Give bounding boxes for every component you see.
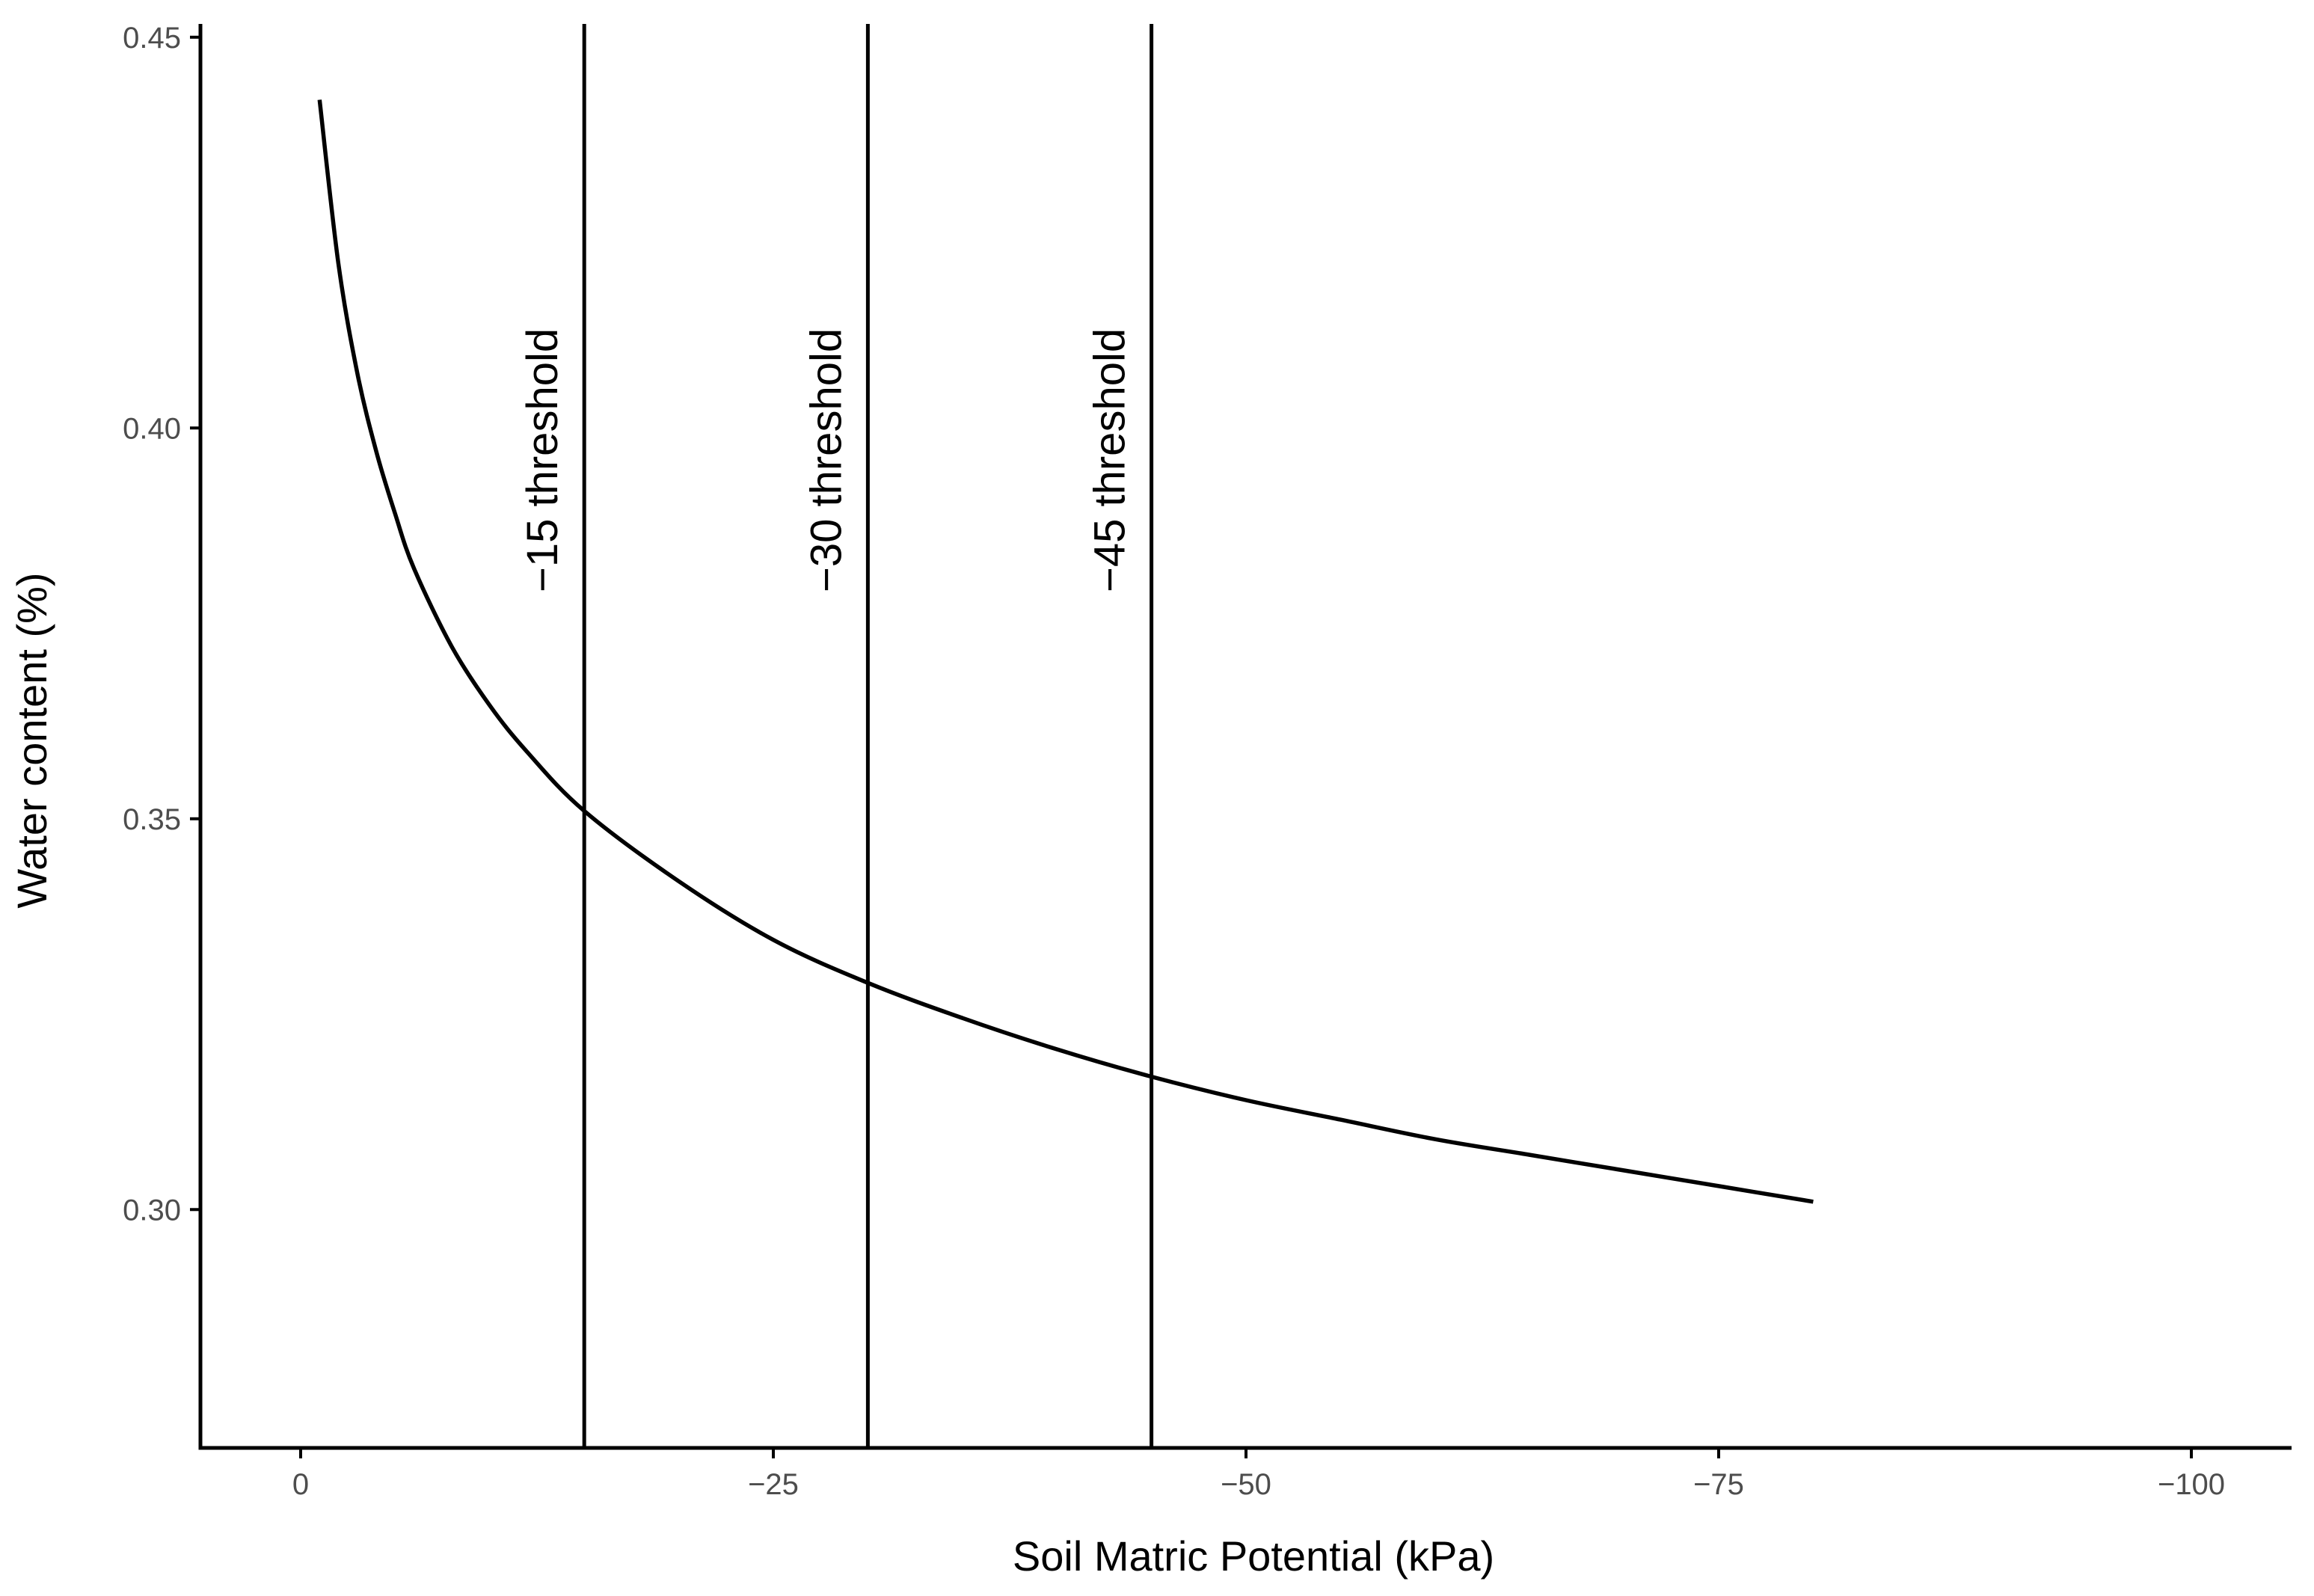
axes: 0 −25 −50 −75 −100 0.30 0.35 0.40 0.45: [123, 22, 2292, 1501]
x-tick-label: 0: [292, 1468, 309, 1501]
threshold-label: −15 threshold: [518, 328, 567, 592]
y-axis-title: Water content (%): [8, 572, 55, 908]
x-axis-title: Soil Matric Potential (kPa): [1013, 1532, 1494, 1580]
x-tick-label: −75: [1693, 1468, 1744, 1501]
y-tick-label: 0.45: [123, 22, 181, 55]
y-tick-label: 0.35: [123, 803, 181, 836]
threshold-label: −30 threshold: [802, 328, 850, 592]
x-tick-label: −100: [2158, 1468, 2225, 1501]
x-tick-label: −50: [1221, 1468, 1271, 1501]
plot-area: −15 threshold −30 threshold −45 threshold: [317, 24, 1814, 1448]
y-tick-label: 0.30: [123, 1194, 181, 1227]
y-tick-label: 0.40: [123, 412, 181, 445]
series-line: [317, 99, 1814, 1204]
x-tick-label: −25: [748, 1468, 799, 1501]
threshold-label: −45 threshold: [1086, 328, 1135, 592]
